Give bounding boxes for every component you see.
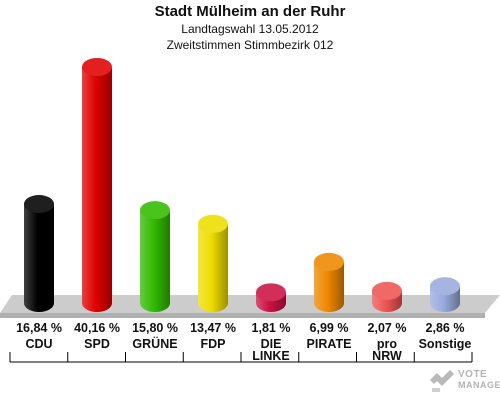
category-label: CDU [25,337,52,351]
value-label: 13,47 % [190,321,236,335]
bar-2 [140,201,170,312]
bar-cap [256,283,286,302]
bar-6 [372,281,402,312]
logo-text-vote: VOTE [458,369,488,380]
category-label: NRW [372,349,402,363]
chart-title: Stadt Mülheim an der Ruhr [154,3,346,20]
bar-3 [198,214,228,312]
chart-floor [0,295,500,313]
bar-7 [430,277,460,312]
value-label: 16,84 % [16,321,62,335]
chart-floor-edge [0,313,485,318]
chart-subtitle-date: Landtagswahl 13.05.2012 [181,22,319,36]
vote-manager-logo: VOTE MANAGER [428,366,500,396]
bar-cap [24,195,54,214]
bar-cap [198,214,228,233]
value-label: 6,99 % [310,321,349,335]
category-label: pro [377,337,398,351]
bar-body [314,261,344,312]
bar-cap [140,201,170,220]
bar-1 [82,58,112,312]
chart-subtitle-district: Zweitstimmen Stimmbezirk 012 [166,38,334,52]
value-label: 15,80 % [132,321,178,335]
value-label: 2,86 % [426,321,465,335]
value-label: 1,81 % [252,321,291,335]
logo-mark-icon [430,370,454,392]
bar-cap [430,277,460,296]
category-label: FDP [201,337,226,351]
bar-cap [82,58,112,76]
category-label: PIRATE [307,337,352,351]
value-label: 40,16 % [74,321,120,335]
bar-cap [372,281,402,300]
logo-text-manager: MANAGER [458,380,500,390]
value-label: 2,07 % [368,321,407,335]
bar-body [24,204,54,312]
bar-body [140,210,170,312]
category-label: LINKE [252,349,290,363]
category-label: DIE [261,337,282,351]
bar-body [82,67,112,312]
bar-4 [256,283,286,312]
bar-0 [24,195,54,312]
category-label: SPD [84,337,110,351]
bar-body [198,223,228,312]
category-label: GRÜNE [132,336,177,351]
category-label: Sonstige [419,337,472,351]
bar-5 [314,252,344,312]
bar-cap [314,252,344,271]
